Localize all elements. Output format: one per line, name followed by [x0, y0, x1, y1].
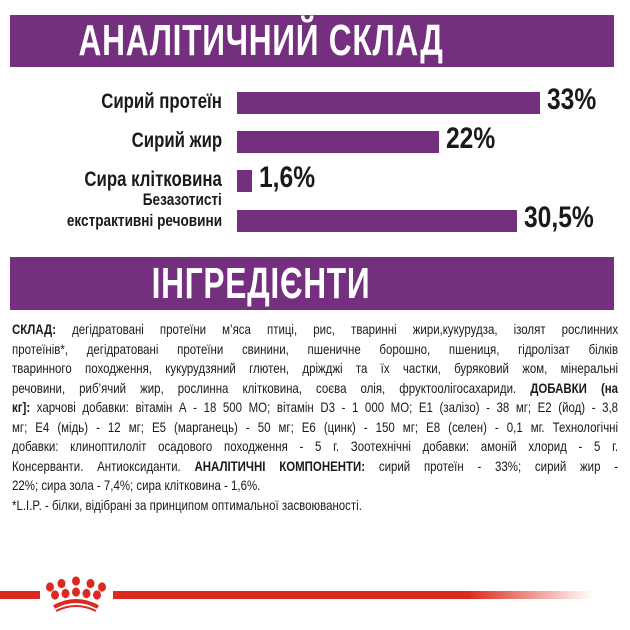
bar-value-label: 1,6%: [258, 161, 315, 194]
ingredients-line: протеїнів*, дегідратовані протеїни свини…: [12, 340, 618, 360]
ingredients-line: СКЛАД: дегідратовані протеїни м’яса птиц…: [12, 320, 618, 340]
bar-category-label: Сирий жир: [131, 129, 222, 152]
ingredients-line: Консерванти. Антиоксиданти. АНАЛІТИЧНІ К…: [12, 457, 618, 477]
bar-3: [237, 210, 517, 232]
footer-line-left: [0, 591, 40, 599]
ingredients-heading: АНАЛІТИЧНІ КОМПОНЕНТИ:: [194, 457, 366, 474]
ingredients-line: тваринного походження, кукурудзяний глют…: [12, 359, 618, 379]
bar-2: [237, 170, 252, 192]
bar-category-label: екстрактивні речовини: [66, 211, 222, 230]
bar-value-label: 22%: [445, 122, 496, 155]
bar-category-label: Безазотисті: [142, 190, 222, 209]
ingredients-segment: *L.I.P. - білки, відібрані за принципом …: [12, 496, 362, 513]
ingredients-segment: тваринного походження, кукурудзяний глют…: [12, 360, 619, 376]
analysis-title: АНАЛІТИЧНИЙ СКЛАД: [78, 16, 444, 65]
ingredients-title: ІНГРЕДІЄНТИ: [151, 258, 371, 308]
royal-canin-crown-icon: [46, 576, 106, 612]
ingredients-line: *L.I.P. - білки, відібрані за принципом …: [12, 496, 618, 516]
bar-category-label: Сирий протеїн: [101, 90, 222, 113]
ingredients-segment: харчові добавки: вітамін А - 18 500 МО; …: [30, 399, 619, 415]
ingredients-heading: кг]:: [12, 399, 31, 415]
ingredients-segment: мг; Е4 (мідь) - 12 мг; Е5 (марганець) - …: [12, 418, 619, 435]
ingredients-segment: дегідратовані протеїни м’яса птиці, рис,…: [56, 321, 619, 337]
ingredients-segment: протеїнів*, дегідратовані протеїни свини…: [12, 340, 619, 357]
ingredients-segment: добавки: клиноптилоліт осадового походже…: [12, 438, 619, 454]
bar-category-label: Сира клітковина: [84, 168, 222, 191]
ingredients-line: кг]: харчові добавки: вітамін А - 18 500…: [12, 398, 618, 418]
ingredients-line: мг; Е4 (мідь) - 12 мг; Е5 (марганець) - …: [12, 418, 618, 438]
ingredients-text: СКЛАД: дегідратовані протеїни м’яса птиц…: [12, 320, 618, 515]
bar-0: [237, 92, 540, 114]
footer-line-right: [113, 591, 593, 599]
ingredients-segment: Консерванти. Антиоксиданти.: [12, 457, 195, 474]
ingredients-heading: ДОБАВКИ (на: [530, 379, 619, 396]
ingredients-line: добавки: клиноптилоліт осадового походже…: [12, 437, 618, 457]
ingredients-line: 22%; сира зола - 7,4%; сира клітковина -…: [12, 476, 618, 496]
ingredients-segment: 22%; сира зола - 7,4%; сира клітковина -…: [12, 477, 261, 493]
bar-value-label: 33%: [546, 83, 597, 116]
ingredients-segment: сирий протеїн - 33%; сирий жир -: [365, 457, 619, 474]
bar-value-label: 30,5%: [523, 201, 594, 234]
analysis-header: АНАЛІТИЧНИЙ СКЛАД: [10, 15, 614, 67]
ingredients-header: ІНГРЕДІЄНТИ: [10, 257, 614, 310]
ingredients-line: речовини, риб’ячий жир, рослинна клітков…: [12, 379, 618, 399]
ingredients-heading: СКЛАД:: [12, 321, 57, 337]
ingredients-segment: речовини, риб’ячий жир, рослинна клітков…: [12, 379, 531, 396]
bar-1: [237, 131, 439, 153]
